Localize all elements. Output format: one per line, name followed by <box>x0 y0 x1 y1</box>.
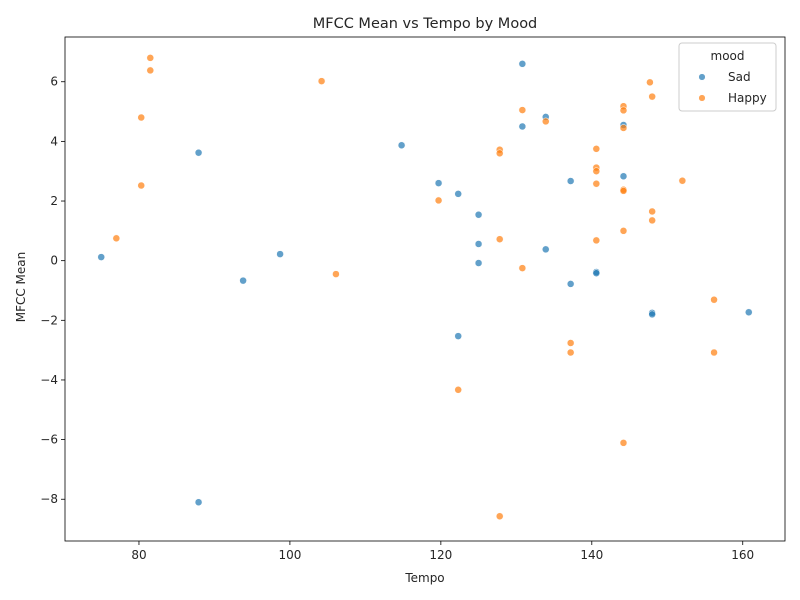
data-point-happy <box>434 196 443 205</box>
data-point-happy <box>495 512 504 520</box>
plot-frame <box>64 36 786 542</box>
data-point-sad <box>97 253 105 261</box>
y-tick-label: −2 <box>40 313 58 327</box>
data-point-happy <box>146 66 155 75</box>
data-point-happy <box>518 106 527 114</box>
y-tick-label: 0 <box>50 254 58 268</box>
data-point-sad <box>542 245 550 254</box>
data-point-happy <box>332 270 340 278</box>
data-point-sad <box>566 280 575 288</box>
data-point-sad <box>619 172 628 181</box>
y-tick-label: 2 <box>50 194 58 208</box>
data-point-happy <box>112 234 121 243</box>
data-point-sad <box>276 250 284 258</box>
y-tick-label: 6 <box>50 75 58 89</box>
x-tick-label: 160 <box>731 548 754 562</box>
data-point-happy <box>317 77 326 85</box>
data-point-happy <box>566 339 575 347</box>
legend: mood Sad Happy <box>678 42 777 112</box>
data-point-happy <box>619 124 628 132</box>
data-point-happy <box>648 207 656 216</box>
data-point-happy <box>592 145 601 153</box>
data-point-sad <box>518 122 527 131</box>
data-point-happy <box>648 216 656 225</box>
data-point-sad <box>194 148 203 157</box>
data-point-happy <box>146 54 155 62</box>
data-point-happy <box>648 92 656 101</box>
data-point-happy <box>710 295 718 304</box>
legend-label-sad: Sad <box>728 70 751 84</box>
y-tick-label: −4 <box>40 373 58 387</box>
data-point-happy <box>646 78 654 87</box>
data-point-sad <box>454 332 462 340</box>
legend-label-happy: Happy <box>728 91 767 105</box>
data-point-happy <box>495 149 504 158</box>
data-point-happy <box>542 117 550 126</box>
data-point-sad <box>474 259 483 267</box>
x-axis-title: Tempo <box>404 571 444 585</box>
y-tick-label: −6 <box>40 433 58 447</box>
data-point-happy <box>137 113 145 122</box>
chart-title: MFCC Mean vs Tempo by Mood <box>313 16 538 32</box>
legend-frame <box>678 42 777 112</box>
data-point-sad <box>592 269 601 277</box>
x-tick-label: 140 <box>580 548 603 562</box>
data-point-sad <box>566 177 575 185</box>
data-point-happy <box>592 167 601 175</box>
y-axis-title: MFCC Mean <box>14 252 28 323</box>
data-point-sad <box>518 60 527 68</box>
data-point-happy <box>619 227 628 235</box>
data-point-happy <box>619 439 628 447</box>
data-point-happy <box>518 264 527 272</box>
data-point-sad <box>474 240 483 248</box>
data-point-sad <box>648 310 656 319</box>
data-point-sad <box>454 190 462 198</box>
data-point-sad <box>745 308 753 317</box>
data-point-sad <box>397 141 406 150</box>
legend-marker-sad <box>698 73 706 81</box>
data-point-happy <box>137 181 145 190</box>
y-tick-label: −8 <box>40 492 58 506</box>
data-point-happy <box>619 187 628 195</box>
y-tick-label: 4 <box>50 134 58 148</box>
data-point-happy <box>566 348 575 357</box>
data-point-sad <box>474 210 483 219</box>
data-point-sad <box>194 498 203 506</box>
data-point-happy <box>710 348 718 357</box>
data-point-happy <box>592 179 601 188</box>
data-point-happy <box>678 176 687 185</box>
x-tick-label: 100 <box>278 548 301 562</box>
data-point-sad <box>434 179 443 187</box>
legend-title: mood <box>711 49 745 63</box>
x-tick-label: 80 <box>131 548 146 562</box>
data-point-happy <box>592 236 601 245</box>
data-point-sad <box>239 276 247 285</box>
data-point-happy <box>495 235 504 243</box>
legend-marker-happy <box>698 94 706 102</box>
data-point-happy <box>619 106 628 115</box>
x-tick-label: 120 <box>429 548 452 562</box>
data-point-happy <box>454 386 462 394</box>
